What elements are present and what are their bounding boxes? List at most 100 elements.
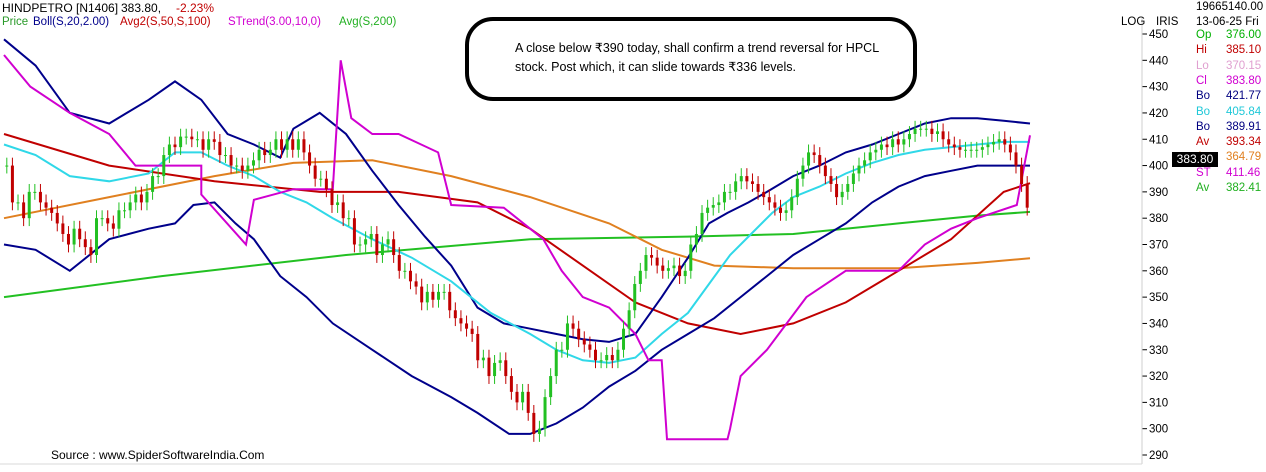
y-tick-label: 420 <box>1149 108 1168 120</box>
candle-body <box>734 181 738 192</box>
candle-body <box>274 139 278 150</box>
candle-body <box>195 139 199 141</box>
candle-body <box>997 139 1001 142</box>
ohlc-key: Hi <box>1196 44 1207 57</box>
avg200-line <box>3 210 1031 299</box>
candle-body <box>493 362 497 377</box>
y-tick-label: 290 <box>1149 450 1168 462</box>
candle-body <box>403 270 407 272</box>
candle-body <box>162 155 166 177</box>
boll-upper-line <box>3 38 1031 343</box>
ohlc-row: Lo 370.15 <box>1196 60 1261 72</box>
y-tick-label: 430 <box>1149 82 1168 94</box>
log-toggle[interactable]: LOG <box>1121 16 1146 28</box>
candle-body <box>885 144 889 148</box>
candle-body <box>846 183 850 192</box>
candle-body <box>818 155 822 166</box>
ohlc-key: Bo <box>1196 120 1211 133</box>
candle-body <box>879 144 883 150</box>
candle-body <box>235 165 239 167</box>
candle-body <box>992 141 996 145</box>
symbol-label: HINDPETRO [N1406] <box>2 1 119 15</box>
ohlc-value: 370.15 <box>1226 59 1262 72</box>
candle-body <box>425 291 429 303</box>
candle-body <box>100 218 104 220</box>
y-tick-label: 440 <box>1149 55 1168 67</box>
candle-body <box>397 255 401 271</box>
ohlc-value: 411.46 <box>1226 166 1261 179</box>
candle-body <box>184 136 188 138</box>
candle-body <box>117 210 121 229</box>
candle-body <box>212 139 216 142</box>
candle-body <box>661 265 665 271</box>
ohlc-value: 376.00 <box>1226 29 1262 41</box>
candle-body <box>812 152 816 156</box>
candle-body <box>762 191 766 198</box>
iris-toggle[interactable]: IRIS <box>1156 16 1179 28</box>
candle-body <box>756 183 760 192</box>
candle-body <box>644 255 648 271</box>
candle-body <box>835 183 839 198</box>
avg50-series <box>3 133 1031 336</box>
candle-body <box>666 268 670 271</box>
supertrend-line <box>3 54 1031 441</box>
candle-body <box>509 376 513 392</box>
ohlc-value: 385.10 <box>1226 44 1262 57</box>
candle-body <box>173 144 177 148</box>
candle-body <box>543 397 547 429</box>
ohlc-row: Bo 405.84 <box>1196 106 1261 118</box>
candle-body <box>38 191 42 203</box>
candle-body <box>947 139 951 145</box>
candle-body <box>532 412 536 434</box>
candle-body <box>324 178 328 190</box>
candle-body <box>868 152 872 161</box>
candle-body <box>207 139 211 150</box>
legend-avg2: Avg2(S,50,S,100) <box>120 16 211 28</box>
candle-body <box>969 149 973 151</box>
candle-body <box>1020 165 1024 184</box>
candle-body <box>840 191 844 198</box>
legend-strend: STrend(3.00,10,0) <box>228 16 321 28</box>
y-axis: 450 440 430 420 410 400 390 380 370 360 350 340 330 3… <box>1142 29 1168 462</box>
candle-body <box>554 349 558 377</box>
candle-body <box>941 131 945 140</box>
candle-body <box>750 181 754 184</box>
candle-body <box>218 141 222 156</box>
ohlc-value: 364.79 <box>1226 151 1262 164</box>
candle-body <box>240 165 244 171</box>
candle-body <box>251 160 255 166</box>
candle-body <box>773 202 777 208</box>
candle-body <box>829 176 833 184</box>
candle-body <box>779 207 783 213</box>
ohlc-key: Bo <box>1196 90 1211 103</box>
candle-body <box>896 139 900 145</box>
candle-body <box>913 128 917 134</box>
candle-body <box>952 144 956 148</box>
last-price: 383.80, <box>121 1 162 15</box>
candle-body <box>610 355 614 361</box>
annotation-text: A close below ₹390 today, shall confirm … <box>515 41 879 74</box>
candle-body <box>560 349 564 351</box>
candle-body <box>465 323 469 329</box>
ohlc-row: Av 393.34 <box>1196 136 1261 149</box>
candle-body <box>313 165 317 179</box>
boll-mid-line <box>3 140 1030 364</box>
candlestick-series <box>5 120 1029 442</box>
candle-body <box>223 155 227 157</box>
candle-body <box>902 139 906 145</box>
candle-body <box>549 376 553 398</box>
candle-body <box>588 344 592 350</box>
candle-body <box>582 339 586 345</box>
candle-body <box>134 194 138 203</box>
ohlc-row: Bo 421.77 <box>1196 90 1261 103</box>
candle-body <box>358 244 362 246</box>
candle-body <box>470 328 474 334</box>
candle-body <box>616 349 620 361</box>
candle-body <box>442 291 446 293</box>
legend-boll: Boll(S,20,2.00) <box>33 16 110 28</box>
date-value: 13-06-25 Fri <box>1196 16 1259 28</box>
candle-body <box>151 176 155 192</box>
ohlc-key: Av <box>1196 136 1210 149</box>
candle-body <box>739 176 743 182</box>
y-tick-label: 330 <box>1149 345 1168 357</box>
